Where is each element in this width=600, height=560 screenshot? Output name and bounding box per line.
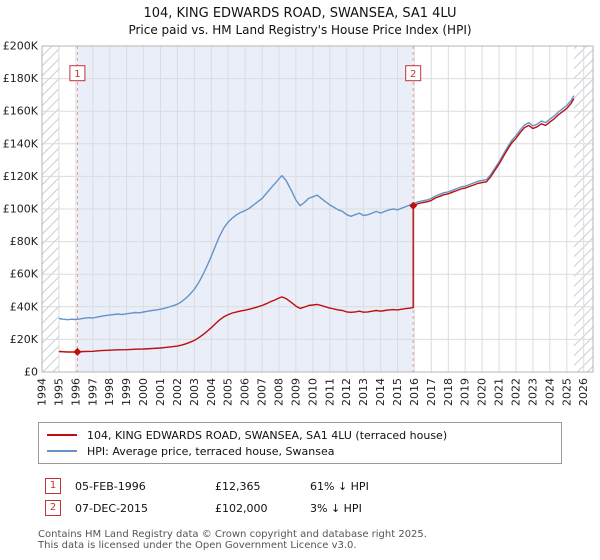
- svg-text:2025: 2025: [560, 378, 573, 406]
- svg-text:£100K: £100K: [3, 203, 39, 216]
- svg-text:2015: 2015: [391, 378, 404, 406]
- svg-text:£60K: £60K: [10, 268, 39, 281]
- svg-text:2016: 2016: [408, 378, 421, 406]
- svg-text:1999: 1999: [120, 378, 133, 406]
- transaction-row-2: 2 07-DEC-2015 £102,000 3% ↓ HPI: [45, 497, 600, 519]
- svg-text:1: 1: [74, 69, 80, 80]
- svg-text:2017: 2017: [425, 378, 438, 406]
- footer-licence-line: This data is licensed under the Open Gov…: [38, 540, 357, 551]
- chart-header: 104, KING EDWARDS ROAD, SWANSEA, SA1 4LU…: [0, 0, 600, 38]
- transaction-2-ref-badge: 2: [45, 500, 61, 516]
- svg-text:1995: 1995: [52, 378, 65, 406]
- svg-text:1994: 1994: [36, 378, 49, 406]
- svg-text:2003: 2003: [188, 378, 201, 406]
- transaction-1-hpi-delta: 61% ↓ HPI: [310, 479, 369, 493]
- transaction-1-price: £12,365: [215, 479, 261, 493]
- transaction-2-price: £102,000: [215, 501, 268, 515]
- svg-text:£200K: £200K: [3, 40, 39, 53]
- svg-text:2012: 2012: [340, 378, 353, 406]
- svg-text:£80K: £80K: [10, 235, 39, 248]
- svg-text:£160K: £160K: [3, 105, 39, 118]
- transaction-1-ref-badge: 1: [45, 478, 61, 494]
- svg-text:2008: 2008: [273, 378, 286, 406]
- svg-text:2002: 2002: [171, 378, 184, 406]
- chart-subtitle: Price paid vs. HM Land Registry's House …: [128, 23, 472, 37]
- transaction-2-hpi-delta: 3% ↓ HPI: [310, 501, 362, 515]
- transaction-2-date: 07-DEC-2015: [75, 501, 149, 515]
- svg-text:2022: 2022: [510, 378, 523, 406]
- svg-text:2023: 2023: [526, 378, 539, 406]
- svg-text:£40K: £40K: [10, 300, 39, 313]
- svg-text:2000: 2000: [137, 378, 150, 406]
- svg-text:2021: 2021: [493, 378, 506, 406]
- svg-text:2001: 2001: [154, 378, 167, 406]
- transactions-table: 1 05-FEB-1996 £12,365 61% ↓ HPI 2 07-DEC…: [45, 475, 600, 519]
- chart-title: 104, KING EDWARDS ROAD, SWANSEA, SA1 4LU: [143, 6, 457, 21]
- legend-label-hpi: HPI: Average price, terraced house, Swan…: [87, 444, 335, 458]
- svg-text:1998: 1998: [103, 378, 116, 406]
- legend-item-property: 104, KING EDWARDS ROAD, SWANSEA, SA1 4LU…: [47, 427, 553, 443]
- svg-text:£20K: £20K: [10, 333, 39, 346]
- svg-text:2013: 2013: [357, 378, 370, 406]
- price-history-chart: 1 2 £0 £20K £40K £60K £80K £100K £120K £140K £160K…: [3, 40, 594, 406]
- svg-text:2009: 2009: [289, 378, 302, 406]
- svg-text:2010: 2010: [306, 378, 319, 406]
- svg-text:£180K: £180K: [3, 72, 39, 85]
- svg-text:2019: 2019: [459, 378, 472, 406]
- footer-copyright-line: Contains HM Land Registry data © Crown c…: [38, 529, 427, 540]
- svg-text:£120K: £120K: [3, 170, 39, 183]
- legend-label-property: 104, KING EDWARDS ROAD, SWANSEA, SA1 4LU…: [87, 428, 448, 442]
- legend-item-hpi: HPI: Average price, terraced house, Swan…: [47, 443, 553, 459]
- legend-swatch-hpi-line: [47, 450, 77, 452]
- svg-text:2026: 2026: [577, 378, 590, 406]
- transaction-1-date: 05-FEB-1996: [75, 479, 146, 493]
- svg-text:2018: 2018: [442, 378, 455, 406]
- svg-text:2014: 2014: [374, 378, 387, 406]
- svg-text:2005: 2005: [222, 378, 235, 406]
- svg-text:2020: 2020: [476, 378, 489, 406]
- legend-swatch-property-line: [47, 434, 77, 436]
- svg-text:2004: 2004: [205, 378, 218, 406]
- svg-text:2024: 2024: [543, 378, 556, 406]
- svg-text:2: 2: [410, 69, 416, 80]
- svg-text:2007: 2007: [256, 378, 269, 406]
- footer: Contains HM Land Registry data © Crown c…: [38, 529, 600, 551]
- transaction-row-1: 1 05-FEB-1996 £12,365 61% ↓ HPI: [45, 475, 600, 497]
- svg-text:£0: £0: [24, 366, 38, 379]
- svg-text:1997: 1997: [86, 378, 99, 406]
- svg-text:£140K: £140K: [3, 137, 39, 150]
- svg-text:2006: 2006: [239, 378, 252, 406]
- legend: 104, KING EDWARDS ROAD, SWANSEA, SA1 4LU…: [38, 422, 562, 464]
- svg-text:2011: 2011: [323, 378, 336, 406]
- svg-text:1996: 1996: [69, 378, 82, 406]
